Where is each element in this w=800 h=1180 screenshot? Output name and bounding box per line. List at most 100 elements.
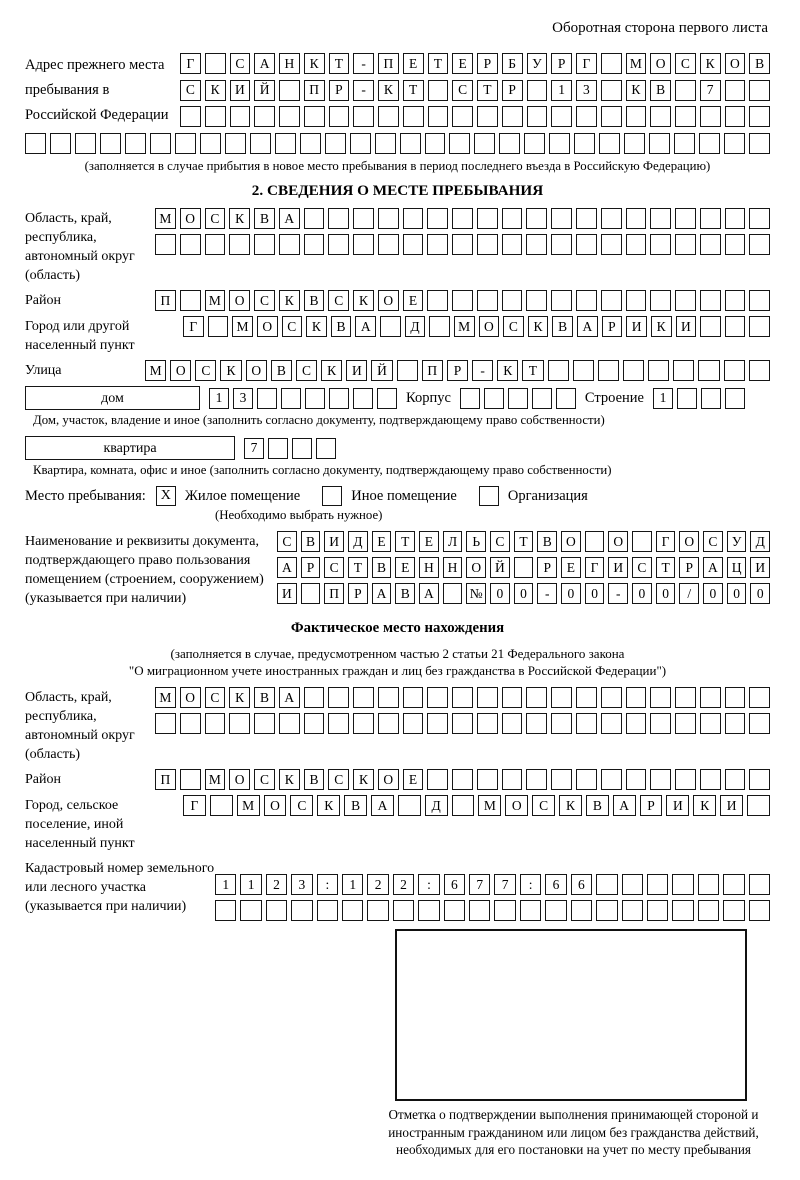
char-cell: И xyxy=(666,795,690,816)
char-cell xyxy=(377,208,399,229)
char-cell xyxy=(449,133,471,154)
char-cell: Г xyxy=(576,53,597,74)
char-cell: У xyxy=(726,531,747,552)
checkbox-residential: X xyxy=(155,486,176,506)
char-cell xyxy=(215,900,237,921)
stay-type-label: Место пребывания: xyxy=(25,487,146,504)
char-cell: С xyxy=(204,687,226,708)
char-cell xyxy=(483,387,504,409)
char-cell: С xyxy=(328,769,350,790)
char-cell: Р xyxy=(477,53,498,74)
char-cell: К xyxy=(317,795,341,816)
char-cell: 0 xyxy=(513,583,534,604)
char-cell xyxy=(675,79,696,101)
stay-type-row: Место пребывания: X Жилое помещение Иное… xyxy=(25,486,770,506)
char-cell xyxy=(427,769,449,790)
char-cell: Е xyxy=(561,557,581,578)
char-cell xyxy=(249,133,271,154)
stay-type-note: (Необходимо выбрать нужное) xyxy=(215,508,383,522)
char-cell xyxy=(576,687,597,708)
char-cell: 0 xyxy=(632,583,652,604)
actual-city-field: Город, сельское поселение, иной населенн… xyxy=(25,795,770,853)
char-cell: С xyxy=(204,208,226,229)
char-cell xyxy=(748,874,770,895)
char-cell xyxy=(377,713,399,734)
char-cell xyxy=(699,133,721,154)
char-cell: А xyxy=(355,316,376,337)
section2-title: 2. СВЕДЕНИЯ О МЕСТЕ ПРЕБЫВАНИЯ xyxy=(251,182,544,199)
checkbox-organization xyxy=(478,486,499,506)
char-cell xyxy=(519,900,542,921)
char-cell xyxy=(549,133,571,154)
char-cell xyxy=(494,900,516,921)
char-cell xyxy=(427,79,449,101)
stroenie-label: Строение xyxy=(584,389,644,406)
char-cell xyxy=(749,133,771,154)
char-cell xyxy=(600,713,622,734)
char-cell: : xyxy=(418,874,440,895)
char-row-document-3: И П Р А В А № 0 0-0 0-0 0/0 0 0 xyxy=(277,583,771,604)
char-cell xyxy=(254,713,275,734)
char-cell xyxy=(526,290,548,311)
previous-address-block: Адрес прежнего места пребывания в Россий… xyxy=(25,53,770,128)
char-cell: К xyxy=(625,79,647,101)
char-row-flat-number: 7 xyxy=(244,437,336,459)
char-cell: 0 xyxy=(655,583,676,604)
char-cell xyxy=(625,687,647,708)
char-cell xyxy=(279,79,300,101)
char-cell: О xyxy=(466,557,487,578)
char-cell xyxy=(625,769,647,790)
char-cell: К xyxy=(278,290,300,311)
char-cell: Р xyxy=(551,53,572,74)
char-cell: Т xyxy=(513,531,534,552)
char-cell xyxy=(443,900,466,921)
char-cell: М xyxy=(478,795,502,816)
char-cell: И xyxy=(675,316,697,337)
char-cell: В xyxy=(300,531,321,552)
char-cell xyxy=(303,713,325,734)
char-cell xyxy=(396,360,418,381)
house-note: Дом, участок, владение и иное (заполнить… xyxy=(33,413,605,427)
char-cell: М xyxy=(236,795,260,816)
char-cell: К xyxy=(559,795,582,816)
char-cell xyxy=(229,713,251,734)
char-cell: О xyxy=(170,360,192,381)
char-cell xyxy=(452,208,473,229)
char-cell xyxy=(240,900,262,921)
char-cell xyxy=(342,900,364,921)
char-cell xyxy=(427,234,449,255)
actual-region-label: Область, край, республика, автономный ок… xyxy=(25,690,135,762)
char-cell xyxy=(501,234,523,255)
char-cell: С xyxy=(452,79,473,101)
char-cell: Т xyxy=(477,79,498,101)
char-cell xyxy=(180,106,201,128)
char-cell: О xyxy=(650,53,671,74)
char-cell xyxy=(303,208,325,229)
char-cell: К xyxy=(353,769,374,790)
char-cell xyxy=(570,900,593,921)
char-cell xyxy=(572,360,594,381)
char-cell xyxy=(402,208,424,229)
char-cell: 3 xyxy=(233,387,253,409)
char-cell: Т xyxy=(348,557,368,578)
char-cell: В xyxy=(254,687,275,708)
char-cell xyxy=(25,133,46,154)
char-cell: : xyxy=(519,874,542,895)
previous-address-label: Адрес прежнего места пребывания в Россий… xyxy=(25,57,169,123)
char-cell xyxy=(513,557,534,578)
char-cell: 2 xyxy=(367,874,389,895)
char-cell: Р xyxy=(679,557,700,578)
char-cell: К xyxy=(527,316,549,337)
confirmation-stamp-box xyxy=(395,929,747,1101)
char-cell: Г xyxy=(183,316,204,337)
char-cell xyxy=(724,687,746,708)
char-cell: С xyxy=(295,360,318,381)
char-cell: А xyxy=(371,583,392,604)
char-cell xyxy=(402,106,424,128)
char-cell xyxy=(625,290,647,311)
char-cell: Б xyxy=(501,53,523,74)
char-cell xyxy=(699,290,721,311)
